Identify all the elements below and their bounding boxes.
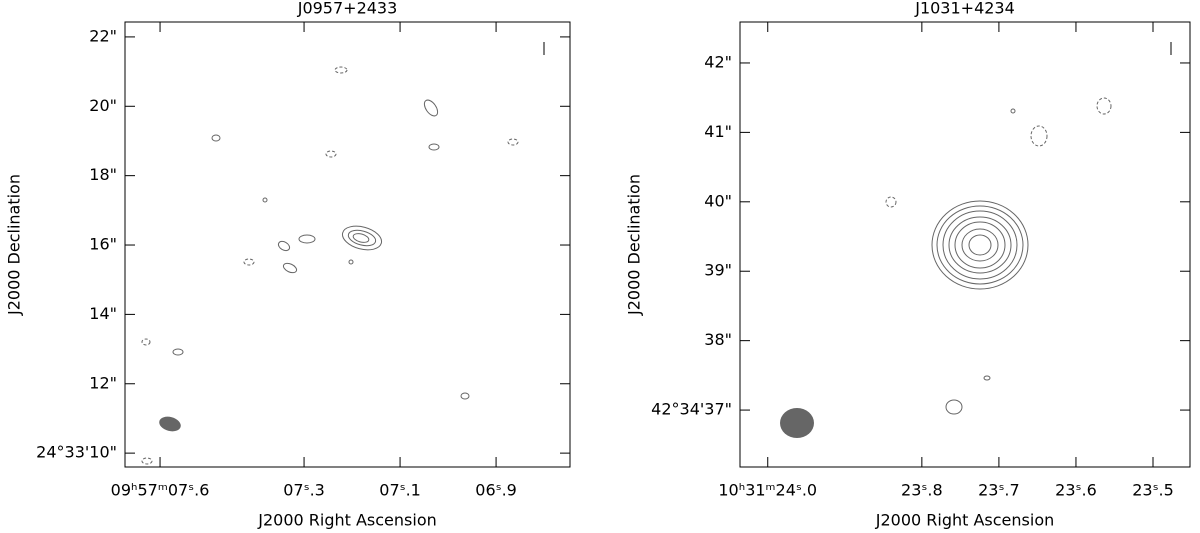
- y-tick-label: 42°34'37": [651, 400, 732, 419]
- y-tick-label: 42": [704, 52, 732, 71]
- x-tick-label: 07ˢ.1: [379, 481, 421, 500]
- x-tick-label: 06ˢ.9: [475, 481, 517, 500]
- beam: [780, 408, 814, 438]
- y-tick-label: 22": [89, 26, 117, 45]
- x-axis-label: J2000 Right Ascension: [875, 511, 1055, 530]
- contours-left: [141, 42, 545, 465]
- plot-frame: [739, 21, 1191, 468]
- contours-right: [780, 42, 1172, 438]
- y-tick-label: 12": [89, 373, 117, 392]
- y-axis-label: J2000 Declination: [625, 174, 644, 316]
- panel-title: J1031+4234: [914, 0, 1015, 18]
- y-tick-label: 41": [704, 122, 732, 141]
- y-tick-label: 39": [704, 261, 732, 280]
- x-tick-label: 23ˢ.5: [1132, 481, 1174, 500]
- x-tick-label: 23ˢ.6: [1055, 481, 1097, 500]
- x-tick-label: 23ˢ.7: [978, 481, 1020, 500]
- x-tick-label: 10ʰ31ᵐ24ˢ.0: [718, 481, 817, 500]
- x-tick-label: 07ˢ.3: [283, 481, 325, 500]
- x-tick-label: 09ʰ57ᵐ07ˢ.6: [111, 481, 210, 500]
- y-axis-label: J2000 Declination: [5, 174, 24, 316]
- y-tick-label: 24°33'10": [36, 443, 117, 462]
- y-tick-label: 18": [89, 165, 117, 184]
- y-tick-label: 40": [704, 191, 732, 210]
- y-tick-label: 20": [89, 96, 117, 115]
- y-tick-label: 14": [89, 304, 117, 323]
- beam: [159, 416, 181, 432]
- plot-frame: [124, 21, 571, 468]
- panel-title: J0957+2433: [297, 0, 398, 18]
- x-tick-label: 23ˢ.8: [901, 481, 943, 500]
- x-axis-label: J2000 Right Ascension: [257, 511, 437, 530]
- y-tick-label: 16": [89, 235, 117, 254]
- y-tick-label: 38": [704, 330, 732, 349]
